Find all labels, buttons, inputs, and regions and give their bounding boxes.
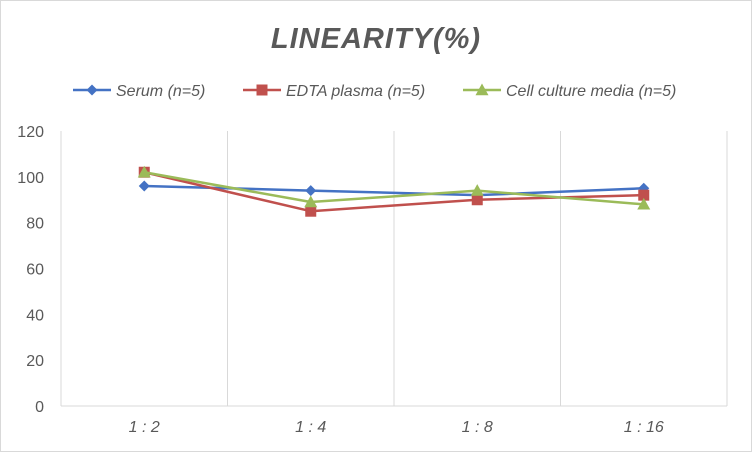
legend-label-0: Serum (n=5) xyxy=(116,83,205,100)
y-tick-label: 60 xyxy=(26,262,44,279)
legend-marker-0 xyxy=(86,84,98,96)
y-tick-label: 0 xyxy=(35,399,44,416)
x-tick-label: 1 : 4 xyxy=(295,419,326,436)
data-point-1 xyxy=(638,189,650,201)
x-tick-label: 1 : 2 xyxy=(129,419,160,436)
data-point-0 xyxy=(138,180,150,192)
y-tick-label: 40 xyxy=(26,307,44,324)
chart-title: LINEARITY(%) xyxy=(271,23,481,55)
y-tick-label: 20 xyxy=(26,353,44,370)
data-point-1 xyxy=(305,205,317,217)
data-point-2 xyxy=(637,197,651,210)
data-point-1 xyxy=(471,194,483,206)
legend-label-1: EDTA plasma (n=5) xyxy=(286,83,425,100)
data-point-2 xyxy=(137,165,151,178)
data-point-2 xyxy=(304,195,318,208)
plot-area: 0 20 40 60 80 100 120 1 : 2 1 : 4 1 : 8 1 : 16 xyxy=(17,124,728,436)
y-tick-label: 100 xyxy=(17,170,44,187)
legend-label-2: Cell culture media (n=5) xyxy=(506,83,676,100)
data-point-2 xyxy=(470,184,484,196)
x-tick-label: 1 : 16 xyxy=(624,419,664,436)
legend-marker-2 xyxy=(475,83,489,96)
y-tick-label: 80 xyxy=(26,216,44,233)
data-point-0 xyxy=(305,185,317,197)
legend-marker-1 xyxy=(256,84,268,96)
y-tick-label: 120 xyxy=(17,124,44,141)
series-line-2 xyxy=(144,171,644,206)
chart-legend: Serum (n=5) EDTA plasma (n=5) Cell culture… xyxy=(73,83,676,100)
x-tick-label: 1 : 8 xyxy=(462,419,493,436)
